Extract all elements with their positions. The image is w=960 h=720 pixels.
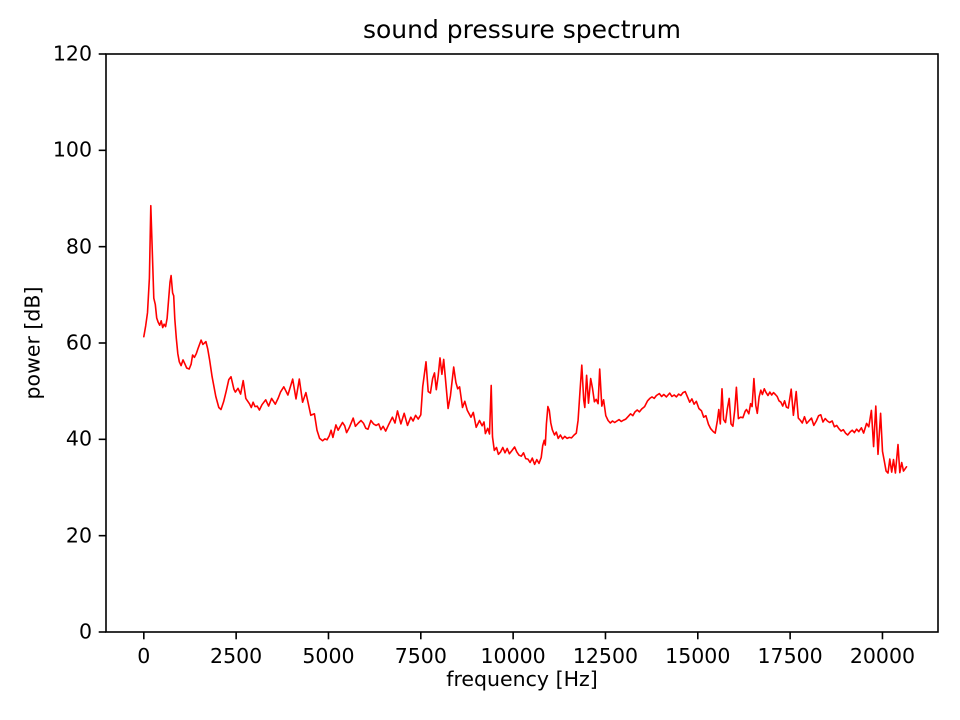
y-tick-label: 120: [52, 41, 92, 66]
spectrum-line: [143, 204, 908, 474]
x-tick-label: 20000: [849, 644, 916, 668]
x-axis-label: frequency [Hz]: [446, 667, 598, 691]
x-tick-label: 15000: [665, 644, 731, 668]
y-tick-label: 60: [65, 330, 92, 355]
axes-spines: [105, 53, 939, 633]
x-tick-label: 2500: [210, 644, 263, 668]
y-tick-label: 80: [65, 233, 92, 258]
x-tick-label: 12500: [572, 644, 639, 668]
y-tick-label: 0: [78, 619, 92, 644]
x-tick-label: 5000: [302, 644, 355, 668]
x-tick-label: 17500: [757, 644, 823, 668]
chart-title: sound pressure spectrum: [362, 15, 682, 44]
x-tick-label: 10000: [480, 644, 546, 668]
x-tick-label: 7500: [394, 644, 447, 668]
x-tick-label: 0: [137, 644, 151, 668]
y-tick-label: 40: [65, 426, 92, 451]
y-tick-label: 100: [52, 137, 92, 162]
y-tick-label: 20: [65, 522, 92, 547]
